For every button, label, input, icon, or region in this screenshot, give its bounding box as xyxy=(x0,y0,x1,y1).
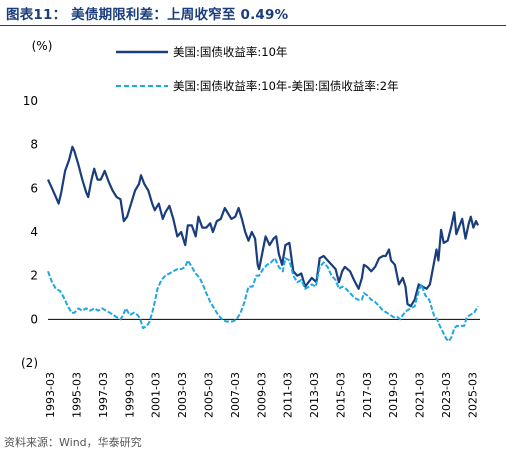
x-tick-label: 2007-03 xyxy=(229,372,242,418)
series-line-10y-2y-spread xyxy=(47,257,479,343)
source-note: 资料来源：Wind，华泰研究 xyxy=(4,436,142,449)
x-tick-label: 2011-03 xyxy=(282,372,295,418)
x-tick-label: 2025-03 xyxy=(466,372,479,418)
y-axis: 10 8 6 4 2 0 (2) xyxy=(21,94,38,370)
x-tick-label: 2013-03 xyxy=(308,372,321,418)
figure-title: 图表11： 美债期限利差：上周收窄至 0.49% xyxy=(6,7,289,23)
x-tick-label: 2023-03 xyxy=(440,372,453,418)
y-tick-label: 2 xyxy=(30,269,38,283)
y-tick-label: 10 xyxy=(23,94,38,108)
x-axis: 1993-03 1995-03 1997-03 1999-03 2001-03 2003-… xyxy=(44,372,479,418)
x-tick-label: 2001-03 xyxy=(150,372,163,418)
title-divider xyxy=(0,25,506,26)
y-axis-unit-label: (%) xyxy=(32,39,53,53)
x-tick-label: 2017-03 xyxy=(361,372,374,418)
x-tick-label: 2019-03 xyxy=(387,372,400,418)
y-tick-label: (2) xyxy=(21,356,38,370)
x-tick-label: 2003-03 xyxy=(176,372,189,418)
x-tick-label: 1993-03 xyxy=(44,372,57,418)
y-tick-label: 4 xyxy=(30,225,38,239)
legend: 美国:国债收益率:10年 美国:国债收益率:10年-美国:国债收益率:2年 xyxy=(116,45,399,93)
x-tick-label: 1995-03 xyxy=(71,372,84,418)
x-tick-label: 1997-03 xyxy=(97,372,110,418)
line-chart: (%) 美国:国债收益率:10年 美国:国债收益率:10年-美国:国债收益率:2… xyxy=(21,39,480,418)
series-line-10y-yield xyxy=(47,145,479,308)
x-tick-label: 2015-03 xyxy=(334,372,347,418)
x-tick-label: 2005-03 xyxy=(202,372,215,418)
y-tick-label: 8 xyxy=(30,138,38,152)
x-tick-label: 2009-03 xyxy=(255,372,268,418)
legend-label-10y: 美国:国债收益率:10年 xyxy=(173,45,287,59)
series-layer xyxy=(47,145,479,343)
x-tick-label: 2021-03 xyxy=(414,372,427,418)
legend-label-spread: 美国:国债收益率:10年-美国:国债收益率:2年 xyxy=(173,79,399,93)
y-tick-label: 0 xyxy=(30,312,38,326)
y-tick-label: 6 xyxy=(30,181,38,195)
x-tick-label: 1999-03 xyxy=(123,372,136,418)
